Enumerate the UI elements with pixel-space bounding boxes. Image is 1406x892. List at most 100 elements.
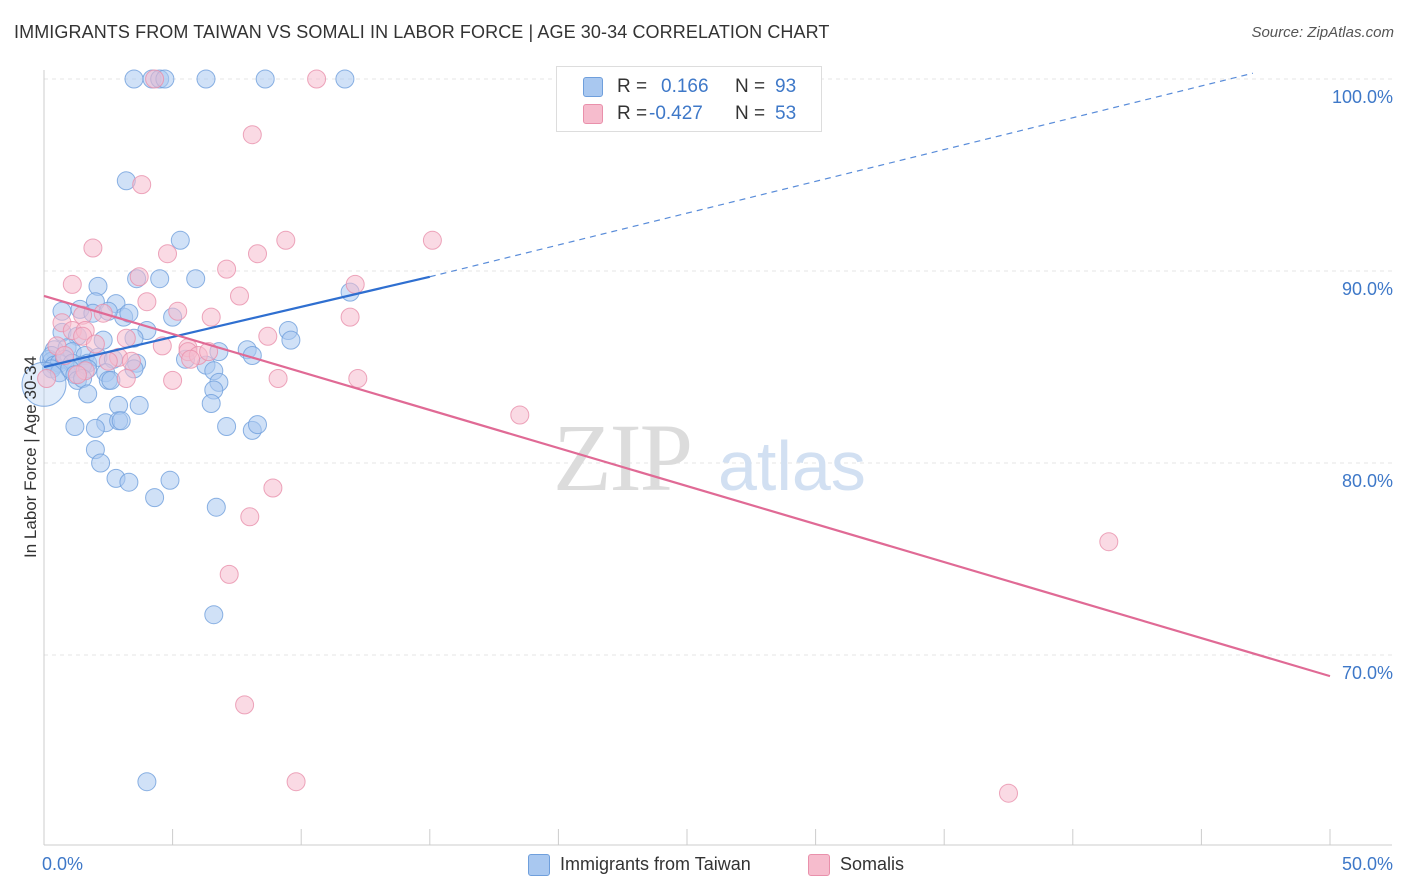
point-somalis <box>116 369 136 388</box>
legend-label-taiwan: Immigrants from Taiwan <box>560 854 751 874</box>
source-credit: Source: ZipAtlas.com <box>1251 24 1394 41</box>
r-value-taiwan: 0.166 <box>661 76 709 97</box>
y-tick-label: 90.0% <box>1342 279 1393 299</box>
point-taiwan <box>281 330 301 350</box>
point-taiwan <box>137 772 157 792</box>
correlation-legend: R = 0.166 N = 93 R = -0.427 N = 53 <box>556 66 822 132</box>
point-somalis <box>181 349 201 369</box>
point-taiwan <box>255 69 275 89</box>
r-label: R = <box>617 103 648 124</box>
trend-lines <box>43 72 1331 678</box>
point-taiwan <box>170 230 190 250</box>
point-somalis <box>348 369 368 388</box>
point-taiwan <box>85 418 105 438</box>
point-somalis <box>121 351 141 371</box>
point-somalis <box>242 125 262 145</box>
point-somalis <box>201 307 221 327</box>
point-somalis <box>168 301 188 321</box>
point-somalis <box>340 307 360 327</box>
point-taiwan <box>111 411 131 431</box>
point-taiwan <box>335 69 355 89</box>
x-tick-label: 0.0% <box>42 854 83 874</box>
point-somalis <box>345 274 365 294</box>
n-label: N = <box>735 76 766 97</box>
point-somalis <box>145 69 165 89</box>
legend-swatch-blue <box>528 854 550 876</box>
point-somalis <box>240 507 260 527</box>
axes <box>43 70 1392 846</box>
trend-extension-taiwan <box>429 72 1253 278</box>
point-somalis <box>258 326 278 346</box>
legend-row-taiwan: R = 0.166 N = 93 <box>557 74 821 100</box>
point-taiwan <box>196 69 216 89</box>
series-taiwan <box>21 69 360 792</box>
r-value-somalis: -0.427 <box>649 103 703 124</box>
point-taiwan <box>150 269 170 289</box>
point-somalis <box>137 292 157 312</box>
point-taiwan <box>160 470 180 490</box>
legend-swatch-pink <box>583 104 603 124</box>
point-somalis <box>98 351 118 371</box>
point-taiwan <box>204 605 224 625</box>
series-legend: Immigrants from Taiwan Somalis <box>0 852 1406 878</box>
trend-line-taiwan <box>43 275 431 369</box>
point-somalis <box>307 69 327 89</box>
chart-title: IMMIGRANTS FROM TAIWAN VS SOMALI IN LABO… <box>14 22 830 42</box>
legend-swatch-pink <box>808 854 830 876</box>
point-taiwan <box>186 269 206 289</box>
point-somalis <box>422 230 442 250</box>
trend-line-somalis <box>43 294 1331 678</box>
point-somalis <box>199 342 219 362</box>
point-taiwan <box>78 384 98 404</box>
point-somalis <box>37 369 57 388</box>
r-label: R = <box>617 76 648 97</box>
point-somalis <box>999 783 1018 803</box>
point-taiwan <box>206 497 226 517</box>
point-taiwan <box>145 488 165 508</box>
point-somalis <box>132 175 152 195</box>
legend-row-somalis: R = -0.427 N = 53 <box>557 101 821 127</box>
y-tick-label: 70.0% <box>1342 663 1393 683</box>
y-tick-label: 100.0% <box>1332 87 1393 107</box>
point-taiwan <box>129 395 149 415</box>
point-somalis <box>129 267 149 287</box>
y-tick-label: 80.0% <box>1342 471 1393 491</box>
point-taiwan <box>119 472 139 492</box>
point-somalis <box>217 259 237 279</box>
point-somalis <box>62 274 82 294</box>
point-taiwan <box>217 417 237 436</box>
point-somalis <box>286 772 306 792</box>
tick-labels: 100.0% 90.0% 80.0% 70.0% 0.0% 50.0% <box>42 87 1393 874</box>
x-tick-label: 50.0% <box>1342 854 1393 874</box>
watermark-zip: ZIP <box>553 404 691 511</box>
point-taiwan <box>65 417 85 436</box>
point-taiwan <box>124 69 144 89</box>
n-label: N = <box>735 103 766 124</box>
point-somalis <box>235 695 255 715</box>
point-taiwan <box>91 453 111 473</box>
point-somalis <box>276 230 296 250</box>
point-taiwan <box>248 415 267 435</box>
watermark: ZIP atlas <box>553 404 866 511</box>
series-somalis <box>37 69 1119 803</box>
watermark-atlas: atlas <box>718 427 866 505</box>
point-somalis <box>1099 532 1119 552</box>
point-somalis <box>85 334 105 354</box>
legend-label-somalis: Somalis <box>840 854 905 874</box>
gridlines <box>44 78 1392 656</box>
point-somalis <box>83 238 103 258</box>
point-somalis <box>230 286 249 306</box>
point-somalis <box>510 405 530 425</box>
point-somalis <box>219 564 239 584</box>
point-somalis <box>158 244 177 264</box>
point-somalis <box>268 369 288 388</box>
n-value-somalis: 53 <box>775 103 797 124</box>
point-taiwan <box>201 394 221 413</box>
legend-swatch-blue <box>583 77 603 97</box>
n-value-taiwan: 93 <box>775 76 797 97</box>
y-axis-label: In Labor Force | Age 30-34 <box>21 356 40 558</box>
point-somalis <box>263 478 283 498</box>
point-somalis <box>67 365 87 385</box>
point-somalis <box>163 370 183 390</box>
